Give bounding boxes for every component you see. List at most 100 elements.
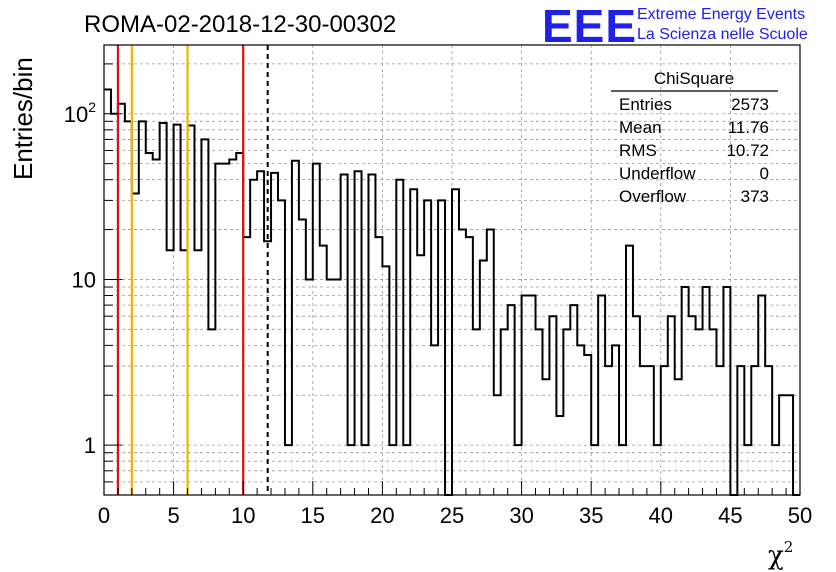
logo-line-2: La Scienza nelle Scuole xyxy=(637,26,808,43)
histogram-bin xyxy=(222,164,229,495)
x-tick-label: 15 xyxy=(301,503,325,528)
histogram-bin xyxy=(229,159,236,495)
histogram-bin xyxy=(494,395,501,495)
histogram-bin xyxy=(146,153,153,495)
histogram-bin xyxy=(306,279,313,495)
stats-title: ChiSquare xyxy=(654,69,734,88)
x-tick-label: 25 xyxy=(440,503,464,528)
histogram-bin xyxy=(487,230,494,495)
histogram-bin xyxy=(577,345,584,495)
histogram-bin xyxy=(508,305,515,495)
x-tick-label: 45 xyxy=(718,503,742,528)
stats-label: Overflow xyxy=(619,187,687,206)
stats-label: Underflow xyxy=(619,164,696,183)
stats-label: Mean xyxy=(619,118,662,137)
histogram-bin xyxy=(194,250,201,495)
stats-label: Entries xyxy=(619,95,672,114)
x-tick-label: 35 xyxy=(579,503,603,528)
chart-title: ROMA-02-2018-12-30-00302 xyxy=(84,11,396,38)
x-tick-label: 40 xyxy=(649,503,673,528)
histogram-bin xyxy=(723,287,730,495)
y-tick-label: 10 xyxy=(72,267,96,292)
histogram-bin xyxy=(167,250,174,495)
histogram-bin xyxy=(389,445,396,495)
histogram-bin xyxy=(368,174,375,495)
histogram-bin xyxy=(605,366,612,495)
histogram-bin xyxy=(751,366,758,495)
x-tick-label: 20 xyxy=(370,503,394,528)
histogram-bin xyxy=(536,329,543,495)
histogram-bin xyxy=(668,316,675,495)
histogram-bin xyxy=(139,121,146,495)
histogram-bin xyxy=(375,237,382,495)
histogram-bin xyxy=(779,395,786,495)
histogram-bin xyxy=(362,445,369,495)
x-axis-title-main: χ xyxy=(768,541,784,571)
y-tick-label: 102 xyxy=(64,99,96,127)
histogram-bin xyxy=(584,355,591,495)
histogram-bin xyxy=(355,171,362,495)
histogram-bin xyxy=(424,200,431,495)
histogram-bin xyxy=(341,174,348,495)
histogram-bin xyxy=(654,445,661,495)
histogram-bin xyxy=(682,287,689,495)
y-axis-title: Entries/bin xyxy=(8,57,38,180)
histogram-bin xyxy=(689,316,696,495)
histogram-bin xyxy=(501,329,508,495)
histogram-bin xyxy=(591,445,598,495)
histogram-bin xyxy=(257,171,264,495)
stats-value: 2573 xyxy=(731,95,769,114)
histogram-bin xyxy=(431,345,438,495)
stats-value: 373 xyxy=(741,187,769,206)
x-tick-label: 0 xyxy=(98,503,110,528)
histogram-bin xyxy=(515,445,522,495)
histogram-bin xyxy=(153,159,160,495)
histogram-bin xyxy=(396,180,403,495)
x-axis-title-superscript: 2 xyxy=(784,538,794,556)
histogram-bin xyxy=(160,123,167,495)
histogram-bin xyxy=(473,329,480,495)
histogram-bin xyxy=(348,445,355,495)
histogram-bin xyxy=(522,295,529,495)
histogram-bin xyxy=(619,445,626,495)
histogram-bin xyxy=(313,164,320,495)
histogram-bin xyxy=(459,230,466,495)
x-tick-label: 30 xyxy=(509,503,533,528)
histogram-bin xyxy=(626,246,633,495)
eee-logo: EEE Extreme Energy Events La Scienza nel… xyxy=(542,0,808,52)
histogram-bin xyxy=(542,379,549,495)
histogram-bin xyxy=(556,416,563,495)
x-axis-title: χ2 xyxy=(768,538,793,571)
histogram-bin xyxy=(285,445,292,495)
histogram-bin xyxy=(320,246,327,495)
stats-box: ChiSquare Entries 2573 Mean 11.76 RMS 10.72 Un… xyxy=(611,69,778,206)
histogram-bin xyxy=(208,329,215,495)
stats-label: RMS xyxy=(619,141,657,160)
histogram-bin xyxy=(452,189,459,495)
histogram-bin xyxy=(292,161,299,495)
histogram-bin xyxy=(612,345,619,495)
histogram-bin xyxy=(334,279,341,495)
histogram-bin xyxy=(529,295,536,495)
histogram-bin xyxy=(382,266,389,495)
histogram-bin xyxy=(410,189,417,495)
histogram-bin xyxy=(696,329,703,495)
y-tick-label: 1 xyxy=(84,433,96,458)
histogram-bin xyxy=(716,366,723,495)
histogram-bin xyxy=(563,329,570,495)
histogram-bin xyxy=(466,237,473,495)
axis-ticks: 0 5 10 15 20 25 30 35 40 45 50 1 10 102 xyxy=(64,63,812,528)
stats-value: 11.76 xyxy=(728,118,769,137)
histogram-bin xyxy=(174,125,181,495)
histogram-bin xyxy=(549,316,556,495)
histogram-bin xyxy=(710,329,717,495)
x-tick-label: 50 xyxy=(788,503,812,528)
histogram-bin xyxy=(786,395,793,495)
histogram-bin xyxy=(215,164,222,495)
histogram-bin xyxy=(598,295,605,495)
histogram-bin xyxy=(438,200,445,495)
histogram-bin xyxy=(403,445,410,495)
histogram-bin xyxy=(271,173,278,495)
logo-text: EEE xyxy=(542,0,637,52)
